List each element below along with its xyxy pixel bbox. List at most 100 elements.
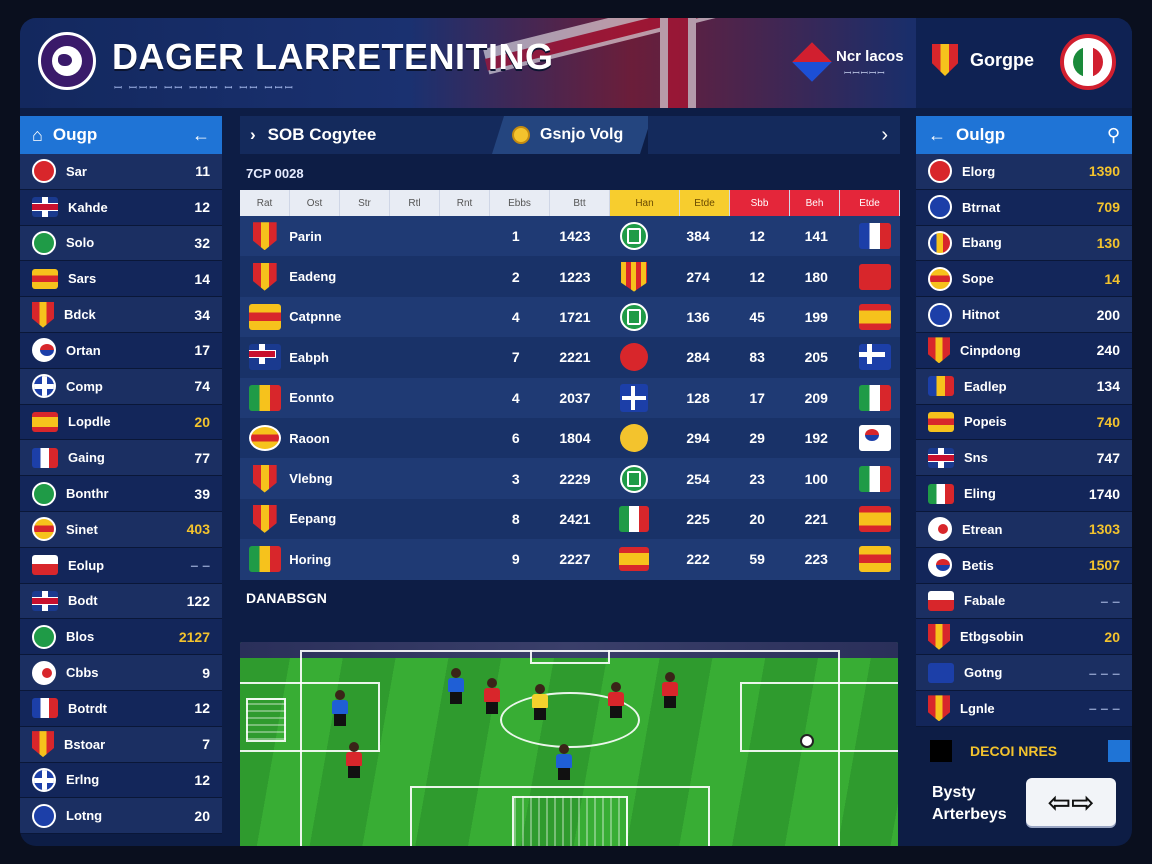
tab-matches[interactable]: Gsnjo Volg — [492, 116, 652, 154]
column-header[interactable]: Beh — [790, 190, 840, 216]
player-blue[interactable] — [448, 668, 464, 706]
list-item[interactable]: Cbbs 9 — [20, 655, 222, 691]
list-item[interactable]: Ebang 130 — [916, 225, 1132, 262]
column-header[interactable]: Etde — [680, 190, 730, 216]
list-item[interactable]: Btrnat 709 — [916, 189, 1132, 226]
list-item[interactable]: Blos 2127 — [20, 619, 222, 656]
list-item[interactable]: Popeis 740 — [916, 404, 1132, 441]
column-header[interactable]: Rat — [240, 190, 290, 216]
column-header[interactable]: Rnt — [440, 190, 490, 216]
main-standings: › SOB Cogytee Gsnjo Volg › 7CP 0028 Rat O… — [240, 116, 900, 846]
player-blue[interactable] — [556, 744, 572, 782]
column-header[interactable]: Str — [340, 190, 390, 216]
next-tab-button[interactable]: › — [648, 116, 900, 154]
list-item[interactable]: Sope 14 — [916, 261, 1132, 298]
ball-icon[interactable] — [800, 734, 814, 748]
list-item[interactable]: Ortan 17 — [20, 332, 222, 369]
player-red[interactable] — [662, 672, 678, 710]
team-value: 39 — [194, 485, 210, 502]
table-row[interactable]: Vlebng 3 2229 254 23 100 — [240, 458, 900, 499]
table-row[interactable]: Eabph 7 2221 284 83 205 — [240, 337, 900, 378]
player-blue[interactable] — [332, 690, 348, 728]
flag-cell — [851, 223, 900, 250]
right-penalty-box-line — [740, 682, 898, 752]
tab-standings[interactable]: › SOB Cogytee — [240, 116, 504, 154]
right-panel-header[interactable]: ← Oulgp ⚲ — [916, 116, 1132, 154]
column-header[interactable]: Ebbs — [490, 190, 550, 216]
team-value: 20 — [194, 807, 210, 824]
list-item[interactable]: Sar 11 — [20, 154, 222, 190]
list-item[interactable]: Betis 1507 — [916, 547, 1132, 584]
form-cell — [604, 343, 663, 372]
team-name: Cinpdong — [960, 342, 1021, 358]
list-item[interactable]: Eling 1740 — [916, 476, 1132, 512]
person-icon[interactable]: ⚲ — [1106, 124, 1120, 145]
left-panel-header[interactable]: ⌂ Ougp ← — [20, 116, 222, 154]
list-item[interactable]: Fabale – – — [916, 583, 1132, 620]
column-header[interactable]: Rtl — [390, 190, 440, 216]
list-item[interactable]: Sns 747 — [916, 440, 1132, 477]
list-item[interactable]: Kahde 12 — [20, 189, 222, 226]
list-item[interactable]: Eolup – – — [20, 547, 222, 584]
column-header[interactable]: Sbb — [730, 190, 790, 216]
column-header[interactable]: Etde — [840, 190, 900, 216]
list-item[interactable]: Bdck 34 — [20, 297, 222, 333]
pitch-section-label: DANABSGN — [246, 589, 327, 606]
list-item[interactable]: Sars 14 — [20, 261, 222, 298]
player-red[interactable] — [608, 682, 624, 720]
list-item[interactable]: Bodt 122 — [20, 583, 222, 620]
list-item[interactable]: Etbgsobin 20 — [916, 619, 1132, 656]
form-symbol-icon — [620, 343, 649, 372]
table-row[interactable]: Eepang 8 2421 225 20 221 — [240, 498, 900, 540]
list-item[interactable]: Eadlep 134 — [916, 368, 1132, 405]
table-row[interactable]: Catpnne 4 1721 136 45 199 — [240, 296, 900, 338]
list-item[interactable]: Solo 32 — [20, 225, 222, 262]
list-item[interactable]: Lopdle 20 — [20, 404, 222, 441]
column-header[interactable]: Btt — [550, 190, 610, 216]
table-row[interactable]: Eadeng 2 1223 274 12 180 — [240, 256, 900, 297]
left-panel-title: Ougp — [52, 125, 98, 144]
table-row[interactable]: Raoon 6 1804 294 29 192 — [240, 417, 900, 459]
table-row[interactable]: Horing 9 2227 222 59 223 — [240, 539, 900, 580]
swap-arrows-button[interactable]: ⇦⇨ — [1026, 778, 1116, 826]
list-item[interactable]: Sinet 403 — [20, 511, 222, 548]
rank-value: 4 — [511, 389, 520, 406]
team-flag-icon — [32, 301, 54, 328]
list-item[interactable]: Bonthr 39 — [20, 476, 222, 512]
back-arrow-icon[interactable]: ← — [928, 124, 946, 145]
list-item[interactable]: Botrdt 12 — [20, 690, 222, 727]
list-item[interactable]: Hitnot 200 — [916, 297, 1132, 333]
form-cell — [604, 222, 663, 251]
team-name: Fabale — [964, 593, 1006, 609]
team-name: Blos — [66, 629, 95, 645]
blue-swatch-icon[interactable] — [1108, 740, 1130, 762]
list-item[interactable]: Etrean 1303 — [916, 511, 1132, 548]
player-red[interactable] — [484, 678, 500, 716]
list-item[interactable]: Elorg 1390 — [916, 154, 1132, 190]
table-row[interactable]: Eonnto 4 2037 128 17 209 — [240, 377, 900, 418]
column-header[interactable]: Ost — [290, 190, 340, 216]
league-logo-icon[interactable] — [38, 32, 96, 90]
column-header[interactable]: Han — [610, 190, 680, 216]
back-arrow-icon[interactable]: ← — [192, 124, 210, 145]
points-value: 1423 — [559, 228, 591, 245]
player-red[interactable] — [346, 742, 362, 780]
team-name: Eolup — [68, 557, 105, 573]
points-value: 1721 — [559, 308, 591, 325]
list-item[interactable]: Gaing 77 — [20, 440, 222, 477]
team-name[interactable]: Gorgpe — [970, 50, 1035, 70]
form-cell — [604, 383, 663, 412]
team-value: 403 — [186, 521, 210, 538]
round-badge-icon[interactable] — [1060, 34, 1116, 90]
list-item[interactable]: Lotng 20 — [20, 798, 222, 835]
rank-value: 7 — [511, 349, 520, 366]
list-item[interactable]: Gotng – – – — [916, 655, 1132, 691]
match-pitch[interactable] — [240, 642, 898, 846]
list-item[interactable]: Lgnle – – – — [916, 690, 1132, 727]
player-goalkeeper[interactable] — [532, 684, 548, 722]
list-item[interactable]: Cinpdong 240 — [916, 332, 1132, 369]
list-item[interactable]: Comp 74 — [20, 368, 222, 405]
table-row[interactable]: Parin 1 1423 384 12 141 — [240, 216, 900, 257]
list-item[interactable]: Erlng 12 — [20, 762, 222, 799]
list-item[interactable]: Bstoar 7 — [20, 726, 222, 763]
